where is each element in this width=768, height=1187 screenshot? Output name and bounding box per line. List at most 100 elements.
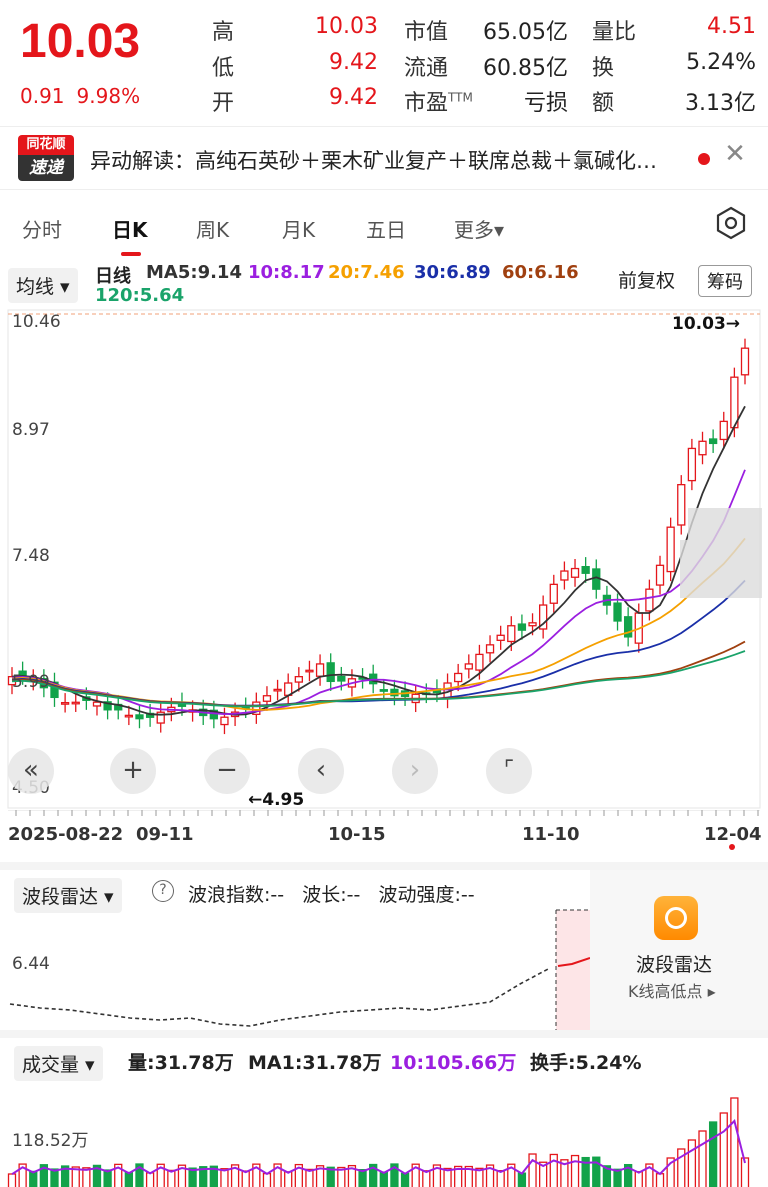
candle-body xyxy=(666,526,675,573)
price-tick: 10.46 xyxy=(12,312,61,332)
last-price: 10.03 xyxy=(20,15,141,68)
candle-body xyxy=(528,622,537,627)
change-amount: 0.91 xyxy=(20,84,65,108)
zoom-in-icon[interactable]: + xyxy=(110,748,156,794)
step-left-icon[interactable]: ‹ xyxy=(298,748,344,794)
volume-bars xyxy=(7,1097,750,1187)
open-value: 9.42 xyxy=(329,85,378,110)
volume-bar xyxy=(687,1139,697,1187)
volume-panel: 成交量 ▾ 量:31.78万 MA1:31.78万 10:105.66万 换手:… xyxy=(0,1030,768,1187)
volume-bar xyxy=(507,1163,516,1187)
candle-body xyxy=(719,420,728,441)
volume-bar xyxy=(60,1165,70,1187)
volume-bar xyxy=(422,1170,431,1187)
ma5-value: MA5:9.14 xyxy=(146,262,242,283)
volume-bar xyxy=(199,1166,208,1187)
open-label: 开 xyxy=(212,91,235,116)
volume-bar xyxy=(708,1121,718,1187)
step-right-icon[interactable]: › xyxy=(392,748,438,794)
tab-daily-k[interactable]: 日K xyxy=(112,218,148,242)
volume-bar xyxy=(581,1156,590,1187)
settings-icon[interactable] xyxy=(714,206,748,240)
volume-bar xyxy=(379,1171,388,1187)
candle-body xyxy=(698,440,707,456)
volume-bar xyxy=(315,1165,325,1187)
volume-bar xyxy=(443,1167,452,1187)
market-cap-label: 市值 xyxy=(404,20,449,45)
date-tick: 09-11 xyxy=(136,824,194,845)
high-marker: 10.03→ xyxy=(672,314,741,334)
tab-five-day[interactable]: 五日 xyxy=(366,218,406,242)
news-banner[interactable]: 同花顺 速递 异动解读：高纯石英砂＋栗木矿业复产＋联席总裁＋氯碱化… ✕ xyxy=(0,126,768,190)
adjust-mode[interactable]: 前复权 xyxy=(618,270,676,292)
volume-bar xyxy=(241,1170,250,1187)
volume-bar xyxy=(539,1161,548,1187)
volume-bar xyxy=(719,1112,728,1187)
overlay-box xyxy=(680,540,762,598)
volume-bar xyxy=(209,1165,218,1187)
candle-body xyxy=(496,634,505,641)
close-icon[interactable]: ✕ xyxy=(724,139,746,169)
wave-card-subtitle[interactable]: K线高低点 ▸ xyxy=(628,982,716,1001)
volume-bar xyxy=(326,1166,335,1187)
volume-selector[interactable]: 成交量 ▾ xyxy=(14,1046,103,1081)
volume-bar xyxy=(188,1167,197,1187)
volume-bar xyxy=(602,1165,612,1187)
price-tick: 8.97 xyxy=(12,420,50,440)
wave-line-chart xyxy=(9,909,590,1030)
change-percent: 9.98% xyxy=(76,84,141,108)
low-value: 9.42 xyxy=(329,50,378,75)
float-cap-value: 60.85亿 xyxy=(483,56,568,81)
ma20-value: 20:7.46 xyxy=(328,262,405,283)
volume-bar xyxy=(103,1169,112,1187)
volume-ratio-value: 4.51 xyxy=(707,14,756,39)
scroll-left-fast-icon[interactable]: « xyxy=(8,748,54,794)
candle-body xyxy=(60,701,70,705)
candle-body xyxy=(570,567,580,578)
tab-monthly-k[interactable]: 月K xyxy=(282,218,316,242)
candle-body xyxy=(124,714,134,718)
wave-selector[interactable]: 波段雷达 ▾ xyxy=(14,878,122,913)
quote-header: 10.03 0.91 9.98% 高 10.03 市值 65.05亿 量比 4.5… xyxy=(0,0,768,122)
volume-bar xyxy=(623,1163,633,1187)
volume-bar xyxy=(337,1166,346,1187)
volume-bar xyxy=(496,1170,505,1187)
volume-bar xyxy=(7,1173,17,1187)
volume-bar xyxy=(549,1153,558,1187)
kline-chart[interactable]: 10.46 8.97 7.48 5.99 4.50 10.03→ ←4.95 «… xyxy=(0,308,768,810)
tab-more[interactable]: 更多▾ xyxy=(454,218,505,242)
date-axis xyxy=(8,810,760,816)
news-headline[interactable]: 异动解读：高纯石英砂＋栗木矿业复产＋联席总裁＋氯碱化… xyxy=(90,149,657,173)
candle-body xyxy=(379,689,388,692)
volume-bar xyxy=(485,1164,495,1187)
volume-bar xyxy=(220,1168,229,1187)
date-tick: 2025-08-22 xyxy=(8,824,124,845)
news-logo: 同花顺 速递 xyxy=(18,135,74,181)
low-marker: ←4.95 xyxy=(248,790,305,810)
fullscreen-icon[interactable]: ⌜ xyxy=(486,748,532,794)
volume-bar xyxy=(645,1163,654,1187)
candle-body xyxy=(156,711,165,724)
kline-canvas xyxy=(7,309,762,809)
amount-label: 额 xyxy=(592,91,615,116)
volume-bar xyxy=(145,1172,155,1187)
market-cap-value: 65.05亿 xyxy=(483,20,568,45)
indicator-selector[interactable]: 均线 ▾ xyxy=(8,268,78,303)
volume-bar xyxy=(454,1165,463,1187)
wave-radar-panel: 波段雷达 ▾ ? 波浪指数:-- 波长:-- 波动强度:-- 6.44 波段雷达… xyxy=(0,862,768,1030)
candle-body xyxy=(677,484,686,526)
zoom-out-icon[interactable]: − xyxy=(204,748,250,794)
volume-bar xyxy=(677,1148,686,1187)
high-value: 10.03 xyxy=(315,14,378,39)
float-cap-label: 流通 xyxy=(404,56,449,81)
help-icon[interactable]: ? xyxy=(152,880,174,902)
wave-radar-card[interactable]: 波段雷达 K线高低点 ▸ xyxy=(590,870,768,1030)
chips-button[interactable]: 筹码 xyxy=(698,265,752,297)
tab-intraday[interactable]: 分时 xyxy=(22,218,62,242)
volume-bar xyxy=(613,1168,622,1187)
volume-bar xyxy=(177,1164,187,1187)
volume-bar xyxy=(369,1163,378,1187)
tab-weekly-k[interactable]: 周K xyxy=(196,218,230,242)
candle-body xyxy=(645,588,654,612)
ma-line xyxy=(11,405,746,716)
